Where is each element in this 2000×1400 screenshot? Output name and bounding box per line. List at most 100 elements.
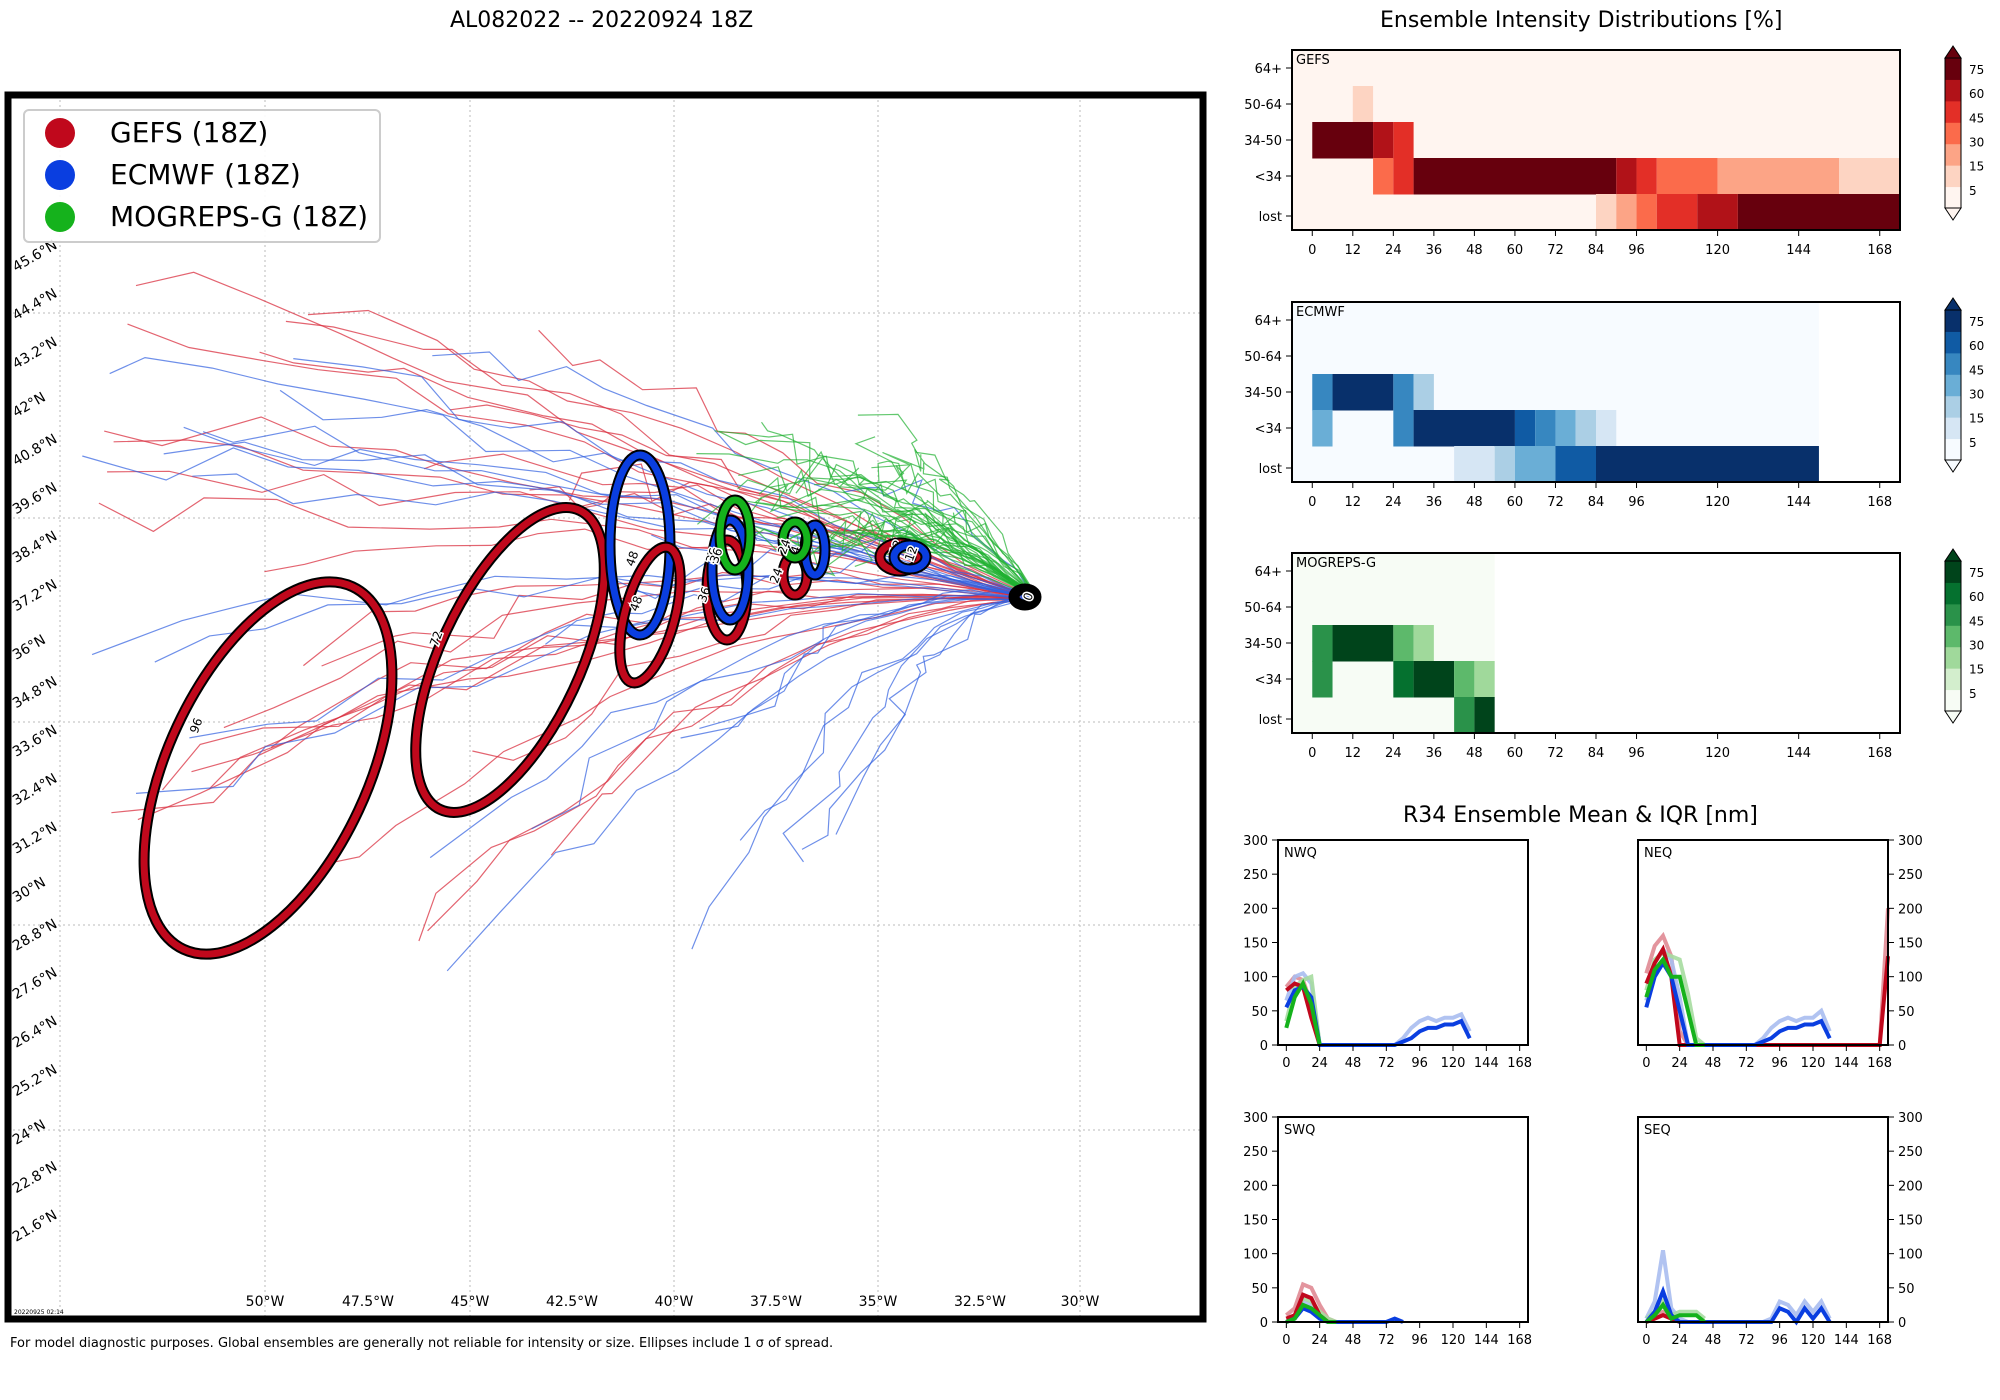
r34-x-label: 0 (1282, 1056, 1290, 1071)
heatmap-cell (1717, 158, 1840, 195)
map-legend: GEFS (18Z) ECMWF (18Z) MOGREPS-G (18Z) (23, 109, 381, 243)
r34-panel-swq: SWQ 0 24 48 72 96 120 144 168 0 50 100 150 200 250 300 (1243, 1111, 1532, 1348)
ensemble-track (450, 404, 1041, 601)
heatmap-y-label: 50-64 (1244, 350, 1282, 365)
ensemble-track (797, 450, 1041, 601)
colorbar-segment (1945, 689, 1961, 712)
heatmap-ecmwf: ECMWF 64+ 50-64 34-50 <34 lost 0 12 24 36 48 60 72 84… (1244, 297, 1984, 510)
ensemble-track (697, 497, 1041, 601)
heatmap-cell (1413, 374, 1434, 411)
colorbar-label: 75 (1969, 315, 1984, 329)
heatmap-x-label: 24 (1385, 243, 1402, 258)
lon-label: 50°W (246, 1294, 285, 1310)
heatmap-x-label: 0 (1308, 243, 1316, 258)
colorbar-label: 75 (1969, 566, 1984, 580)
ensemble-track (738, 466, 1041, 601)
right-panels: GEFS 64+ 50-64 34-50 <34 lost 0 12 24 36 48 60 72 84 9… (1243, 45, 1984, 1348)
ensemble-track (871, 451, 1041, 601)
ensemble-track (801, 597, 1041, 850)
lat-label: 37.2°N (10, 577, 60, 615)
heatmap-cell (1636, 158, 1657, 195)
colorbar-extend-bottom (1944, 710, 1962, 724)
r34-y-label: 250 (1243, 1145, 1268, 1160)
colorbar-extend-bottom (1944, 459, 1962, 473)
r34-y-label: 250 (1898, 868, 1923, 883)
colorbar-label: 45 (1969, 363, 1984, 377)
heatmap-cell (1636, 194, 1657, 231)
r34-background (1278, 840, 1528, 1045)
lat-label: 21.6°N (10, 1207, 60, 1245)
r34-panel-nwq: NWQ 0 24 48 72 96 120 144 168 0 50 100 150 200 250 300 (1243, 834, 1532, 1071)
footer-note: For model diagnostic purposes. Global en… (10, 1336, 834, 1351)
heatmap-cell (1555, 446, 1596, 483)
r34-x-label: 96 (1411, 1056, 1428, 1071)
r34-x-label: 96 (1411, 1333, 1428, 1348)
lat-label: 39.6°N (10, 480, 60, 518)
r34-background (1278, 1117, 1528, 1322)
heatmap-x-label: 72 (1547, 746, 1564, 761)
ensemble-track (838, 509, 1041, 601)
r34-x-label: 144 (1834, 1056, 1859, 1071)
heatmap-x-label: 12 (1345, 243, 1362, 258)
heatmap-cell (1312, 661, 1333, 698)
r34-x-label: 168 (1867, 1333, 1892, 1348)
colorbar-segment (1945, 668, 1961, 691)
r34-panel-neq: NEQ 0 24 48 72 96 120 144 168 0 50 100 150 200 250 300 (1637, 834, 1923, 1071)
heatmap-y-label: 64+ (1255, 565, 1282, 580)
heatmap-y-label: <34 (1255, 170, 1282, 185)
heatmap-x-label: 144 (1786, 495, 1811, 510)
ellipse-fill (140, 578, 396, 958)
r34-x-label: 48 (1345, 1056, 1362, 1071)
lon-label: 40°W (655, 1294, 694, 1310)
r34-y-label: 200 (1243, 1179, 1268, 1194)
ensemble-track (568, 463, 1041, 601)
r34-x-label: 0 (1642, 1056, 1650, 1071)
heatmap-panel-title: MOGREPS-G (1296, 556, 1376, 571)
r34-y-label: 150 (1243, 937, 1268, 952)
ellipse-fill (412, 504, 608, 816)
legend-marker-gefs (45, 118, 75, 148)
lat-label: 34.8°N (10, 674, 60, 712)
heatmap-x-label: 60 (1507, 746, 1524, 761)
lat-label: 36°N (10, 632, 49, 664)
heatmap-x-label: 144 (1786, 746, 1811, 761)
ensemble-track (739, 597, 1041, 841)
heatmap-x-label: 24 (1385, 746, 1402, 761)
r34-x-label: 72 (1738, 1056, 1755, 1071)
r34-x-label: 120 (1441, 1333, 1466, 1348)
colorbar-segment (1945, 561, 1961, 583)
heatmap-cell (1616, 194, 1637, 231)
colorbar-extend-top (1944, 548, 1962, 562)
colorbar-segment (1945, 79, 1961, 102)
heatmap-cell (1656, 194, 1698, 231)
ensemble-track (854, 436, 1041, 601)
heatmap-x-label: 96 (1628, 746, 1645, 761)
colorbar-segment (1945, 417, 1961, 440)
colorbar-label: 45 (1969, 111, 1984, 125)
heatmap-cell (1474, 697, 1495, 734)
heatmap-cell (1312, 625, 1333, 662)
r34-x-label: 96 (1771, 1333, 1788, 1348)
heatmap-x-label: 12 (1345, 746, 1362, 761)
heatmap-cell (1373, 122, 1394, 159)
r34-x-label: 48 (1705, 1056, 1722, 1071)
heatmap-x-label: 48 (1466, 495, 1483, 510)
heatmap-y-label: 34-50 (1244, 637, 1282, 652)
lon-label: 42.5°W (546, 1294, 598, 1310)
r34-y-label: 0 (1898, 1316, 1906, 1331)
r34-y-label: 250 (1898, 1145, 1923, 1160)
heatmap-x-label: 60 (1507, 495, 1524, 510)
heatmap-x-label: 96 (1628, 243, 1645, 258)
lat-label: 40.8°N (10, 431, 60, 469)
colorbar-segment (1945, 186, 1961, 209)
heatmap-x-label: 168 (1867, 495, 1892, 510)
heatmap-x-label: 120 (1705, 243, 1730, 258)
r34-y-label: 250 (1243, 868, 1268, 883)
heatmap-y-label: 64+ (1255, 314, 1282, 329)
heatmap-cell (1656, 158, 1718, 195)
heatmap-mogreps-g: MOGREPS-G 64+ 50-64 34-50 <34 lost 0 12 24 36 48 60… (1244, 548, 1984, 761)
r34-x-label: 144 (1834, 1333, 1859, 1348)
ellipse-label: 48 (623, 549, 641, 568)
r34-mean-line (1284, 979, 1322, 1046)
r34-x-label: 168 (1867, 1056, 1892, 1071)
